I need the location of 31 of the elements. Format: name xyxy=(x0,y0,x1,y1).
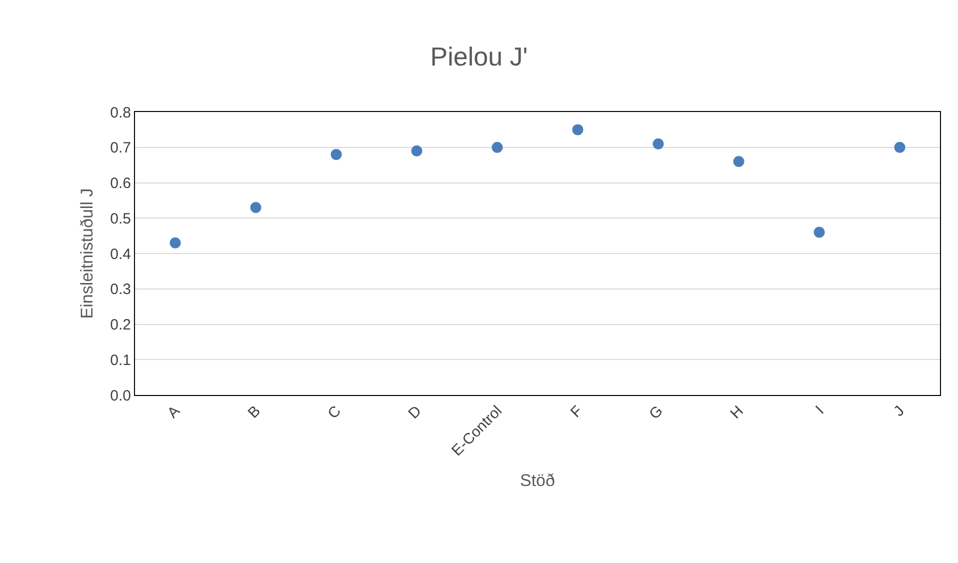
point xyxy=(814,226,825,238)
x-tick-label: H xyxy=(727,402,747,422)
chart-title: Pielou J' xyxy=(430,41,528,72)
point xyxy=(330,148,342,160)
point xyxy=(250,202,262,214)
y-tick-label: 0.2 xyxy=(110,316,131,334)
y-tick-label: 0.6 xyxy=(110,175,131,192)
x-tick-label: J xyxy=(890,402,908,420)
x-tick-label: D xyxy=(405,402,425,422)
y-tick-label: 0.4 xyxy=(110,246,131,263)
x-tick-label: G xyxy=(646,402,666,423)
point xyxy=(572,124,584,136)
x-tick-label: F xyxy=(567,402,586,422)
y-axis-title: Einsleitnistuðull J xyxy=(78,188,97,319)
point xyxy=(492,142,503,153)
point xyxy=(733,156,744,168)
y-tick-label: 0.7 xyxy=(110,140,131,157)
x-tick-label: C xyxy=(324,402,344,422)
x-tick-label: B xyxy=(244,402,264,422)
y-tick-label: 0.3 xyxy=(110,281,131,298)
x-tick-label: I xyxy=(812,402,828,418)
y-tick-label: 0.5 xyxy=(110,210,131,228)
x-tick-label: A xyxy=(164,402,184,422)
point xyxy=(411,145,422,156)
point xyxy=(894,142,906,153)
y-tick-label: 0.1 xyxy=(110,352,131,369)
point xyxy=(170,237,181,248)
y-tick-label: 0.0 xyxy=(110,387,131,404)
x-axis-title: Stöð xyxy=(520,470,555,490)
y-tick-label: 0.8 xyxy=(110,104,131,122)
point xyxy=(652,138,664,150)
